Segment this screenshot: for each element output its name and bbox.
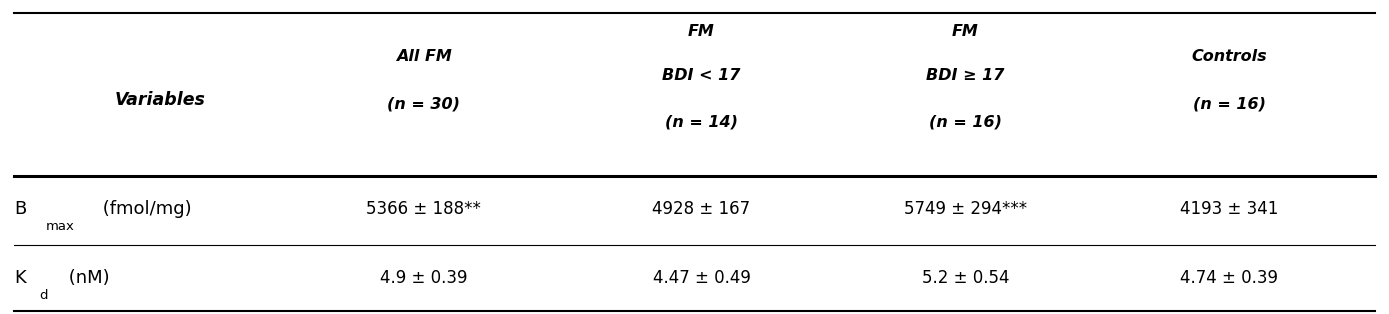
Text: B: B: [14, 200, 26, 218]
Text: 4928 ± 167: 4928 ± 167: [653, 200, 750, 218]
Text: 5749 ± 294***: 5749 ± 294***: [904, 200, 1026, 218]
Text: 5366 ± 188**: 5366 ± 188**: [367, 200, 481, 218]
Text: BDI < 17: BDI < 17: [663, 68, 740, 83]
Text: 5.2 ± 0.54: 5.2 ± 0.54: [922, 269, 1008, 287]
Text: K: K: [14, 269, 25, 287]
Text: All FM: All FM: [396, 49, 451, 64]
Text: (n = 14): (n = 14): [665, 115, 738, 130]
Text: d: d: [39, 289, 47, 302]
Text: FM: FM: [951, 24, 979, 39]
Text: Controls: Controls: [1192, 49, 1267, 64]
Text: 4.74 ± 0.39: 4.74 ± 0.39: [1181, 269, 1278, 287]
Text: (n = 16): (n = 16): [929, 115, 1001, 130]
Text: Variables: Variables: [114, 91, 206, 110]
Text: 4.47 ± 0.49: 4.47 ± 0.49: [653, 269, 750, 287]
Text: FM: FM: [688, 24, 715, 39]
Text: 4.9 ± 0.39: 4.9 ± 0.39: [381, 269, 467, 287]
Text: (n = 30): (n = 30): [388, 96, 460, 111]
Text: (n = 16): (n = 16): [1193, 96, 1265, 111]
Text: (fmol/mg): (fmol/mg): [97, 200, 192, 218]
Text: BDI ≥ 17: BDI ≥ 17: [926, 68, 1004, 83]
Text: max: max: [46, 219, 75, 233]
Text: 4193 ± 341: 4193 ± 341: [1181, 200, 1278, 218]
Text: (nM): (nM): [63, 269, 110, 287]
